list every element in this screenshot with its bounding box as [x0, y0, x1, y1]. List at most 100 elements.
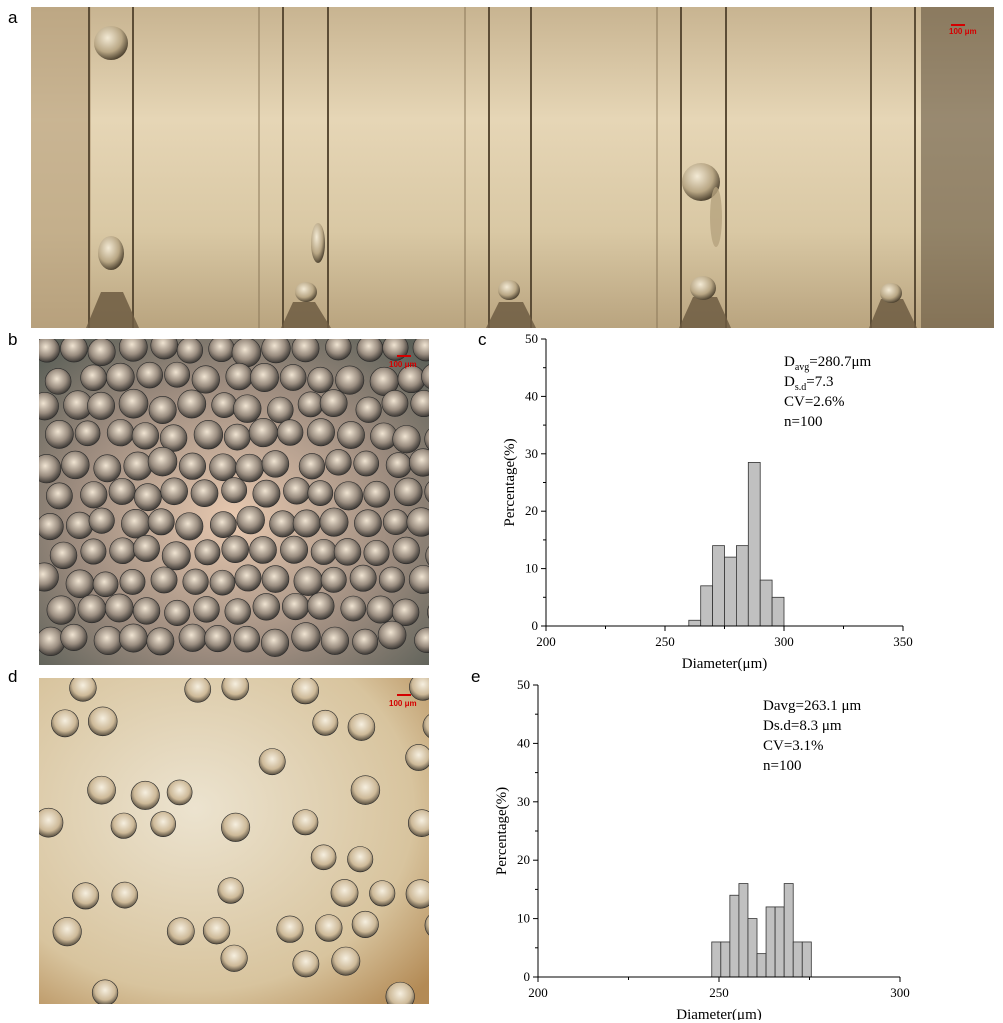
- microsphere: [354, 509, 382, 538]
- microsphere: [74, 420, 101, 447]
- microsphere: [334, 481, 364, 511]
- x-tick-label: 200: [536, 634, 556, 649]
- scale-bar-label-d: 100 μm: [389, 699, 417, 708]
- microsphere: [93, 625, 123, 656]
- microsphere: [150, 566, 178, 594]
- microsphere: [49, 541, 78, 570]
- microsphere: [148, 396, 177, 424]
- microsphere: [414, 627, 429, 654]
- microsphere: [77, 594, 107, 624]
- microsphere: [88, 507, 115, 534]
- microsphere: [72, 882, 100, 910]
- microsphere: [104, 593, 134, 623]
- microsphere: [292, 950, 320, 978]
- microsphere: [350, 775, 381, 805]
- microsphere: [233, 625, 261, 653]
- panel-label-d: d: [8, 667, 18, 686]
- microsphere: [87, 706, 118, 737]
- microsphere: [191, 365, 220, 394]
- stats-annotation: n=100: [784, 414, 822, 430]
- microsphere: [312, 709, 339, 736]
- microsphere: [424, 481, 429, 503]
- sparse-microspheres-image: [39, 678, 429, 1004]
- microsphere: [252, 593, 281, 621]
- microsphere: [217, 877, 244, 904]
- microsphere: [422, 714, 429, 738]
- microsphere: [319, 389, 348, 418]
- microsphere: [409, 448, 429, 477]
- microsphere: [356, 339, 384, 362]
- microsphere: [164, 361, 190, 388]
- microsphere: [293, 566, 323, 596]
- microsphere: [51, 709, 79, 738]
- microsphere: [320, 566, 347, 593]
- microsphere: [182, 568, 209, 595]
- microsphere: [147, 446, 178, 477]
- microsphere: [184, 678, 212, 703]
- microsphere: [397, 365, 426, 394]
- microsphere: [382, 509, 409, 536]
- microsphere: [106, 419, 135, 447]
- microsphere: [80, 481, 108, 509]
- microsphere: [249, 363, 279, 392]
- stats-annotation: Ds.d=8.3 μm: [763, 718, 842, 734]
- microsphere: [425, 546, 429, 566]
- microsphere: [410, 390, 429, 418]
- microsphere: [366, 595, 395, 624]
- microsphere: [331, 946, 361, 976]
- x-axis-label: Diameter(μm): [676, 1007, 762, 1020]
- microsphere: [381, 390, 409, 417]
- x-tick-label: 200: [528, 985, 548, 1000]
- y-axis-label: Percentage(%): [502, 438, 518, 526]
- microsphere: [393, 477, 423, 507]
- histogram-bar: [712, 545, 725, 627]
- microsphere: [353, 450, 380, 477]
- microsphere: [87, 339, 116, 367]
- x-tick-label: 300: [890, 985, 910, 1000]
- microsphere: [80, 364, 107, 392]
- microsphere: [123, 451, 153, 481]
- microsphere: [39, 513, 64, 541]
- microsphere: [340, 595, 367, 622]
- histogram-bar: [711, 941, 722, 978]
- microsphere: [252, 479, 281, 508]
- microsphere: [315, 914, 343, 942]
- histogram-bar: [783, 883, 794, 978]
- microsphere: [209, 453, 237, 482]
- histogram-bar: [747, 462, 761, 627]
- microsphere: [178, 623, 207, 652]
- scale-bar-label-a: 100 μm: [949, 27, 977, 36]
- microsphere: [193, 420, 224, 450]
- histogram-bar: [735, 545, 749, 627]
- x-tick-label: 350: [893, 634, 913, 649]
- microsphere: [39, 454, 62, 484]
- microsphere: [92, 571, 119, 598]
- microsphere: [291, 339, 320, 363]
- y-tick-label: 30: [517, 794, 530, 809]
- histogram-bar: [720, 941, 731, 978]
- microsphere: [424, 914, 429, 936]
- microsphere: [132, 597, 161, 625]
- microsphere: [292, 509, 321, 538]
- histogram-bar: [756, 953, 767, 978]
- microsphere: [39, 807, 64, 838]
- microsphere: [176, 339, 203, 364]
- microsphere: [310, 844, 337, 871]
- microsphere: [249, 536, 277, 564]
- stats-annotation: CV=2.6%: [784, 394, 845, 410]
- scale-bar-label-b: 100 μm: [389, 360, 417, 369]
- microsphere: [352, 628, 379, 655]
- panel-label-a: a: [8, 8, 18, 27]
- microsphere: [133, 483, 162, 512]
- microsphere: [39, 391, 59, 421]
- y-tick-label: 50: [517, 677, 530, 692]
- microsphere: [87, 775, 116, 805]
- x-tick-label: 300: [774, 634, 794, 649]
- y-axis-label: Percentage(%): [494, 787, 510, 875]
- dense-microspheres-image: [39, 339, 429, 665]
- microsphere: [297, 391, 324, 418]
- microsphere: [405, 879, 429, 909]
- microsphere: [202, 916, 231, 945]
- microsphere: [248, 418, 278, 448]
- y-tick-label: 40: [525, 388, 538, 403]
